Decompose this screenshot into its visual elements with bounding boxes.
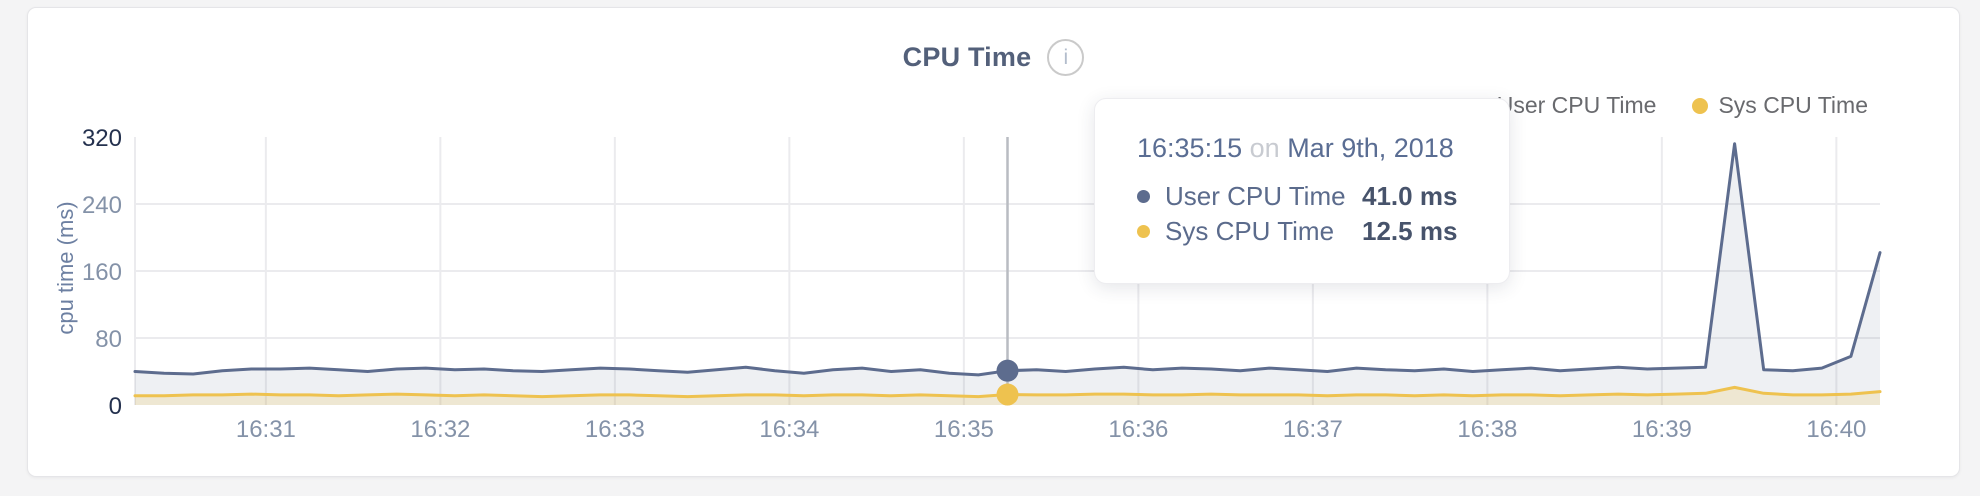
- user-series-area: [135, 143, 1880, 405]
- tooltip-label-sys: Sys CPU Time: [1165, 216, 1335, 246]
- hover-dot-user: [996, 359, 1019, 382]
- x-tick-label: 16:32: [410, 416, 470, 443]
- tooltip-value-sys: 12.5 ms: [1362, 216, 1458, 246]
- tooltip-connector: on: [1249, 133, 1280, 163]
- x-tick-label: 16:34: [759, 416, 819, 443]
- tooltip-heading: 16:35:15 on Mar 9th, 2018: [1137, 131, 1485, 166]
- legend: User CPU Time Sys CPU Time: [1470, 92, 1868, 119]
- tooltip-row-sys: Sys CPU Time 12.5 ms: [1137, 214, 1485, 249]
- tooltip-label-user: User CPU Time: [1165, 181, 1346, 211]
- tooltip-time: 16:35:15: [1137, 133, 1243, 163]
- x-tick-label: 16:35: [934, 416, 994, 443]
- y-tick-label: 0: [109, 393, 122, 420]
- legend-label-user: User CPU Time: [1496, 92, 1657, 118]
- cpu-time-card: [27, 7, 1960, 477]
- sys-series-dot-icon: [1692, 97, 1709, 114]
- plot-area[interactable]: [135, 137, 1880, 405]
- tooltip-row-user: User CPU Time 41.0 ms: [1137, 179, 1485, 214]
- chart-title: CPU Time: [902, 41, 1032, 72]
- hover-dot-sys: [996, 383, 1019, 406]
- x-tick-label: 16:40: [1806, 416, 1866, 443]
- sys-series-dot-icon: [1137, 225, 1150, 238]
- chart-tooltip: 16:35:15 on Mar 9th, 2018 User CPU Time …: [1094, 98, 1510, 284]
- y-tick-label: 240: [82, 192, 122, 219]
- y-axis-title: cpu time (ms): [53, 201, 78, 335]
- info-icon[interactable]: i: [1047, 38, 1085, 76]
- x-tick-label: 16:37: [1283, 416, 1343, 443]
- x-tick-label: 16:38: [1457, 416, 1517, 443]
- tooltip-date: Mar 9th, 2018: [1287, 133, 1454, 163]
- tooltip-value-user: 41.0 ms: [1362, 181, 1458, 211]
- x-tick-label: 16:33: [585, 416, 645, 443]
- legend-label-sys: Sys CPU Time: [1718, 92, 1868, 118]
- y-tick-label: 160: [82, 259, 122, 286]
- y-tick-label: 80: [95, 326, 122, 353]
- x-tick-label: 16:36: [1108, 416, 1168, 443]
- chart-header: CPU Time i: [27, 38, 1960, 76]
- legend-item-sys[interactable]: Sys CPU Time: [1692, 92, 1868, 119]
- x-tick-label: 16:31: [236, 416, 296, 443]
- x-tick-label: 16:39: [1632, 416, 1692, 443]
- y-tick-label: 320: [82, 125, 122, 152]
- user-series-dot-icon: [1137, 190, 1150, 203]
